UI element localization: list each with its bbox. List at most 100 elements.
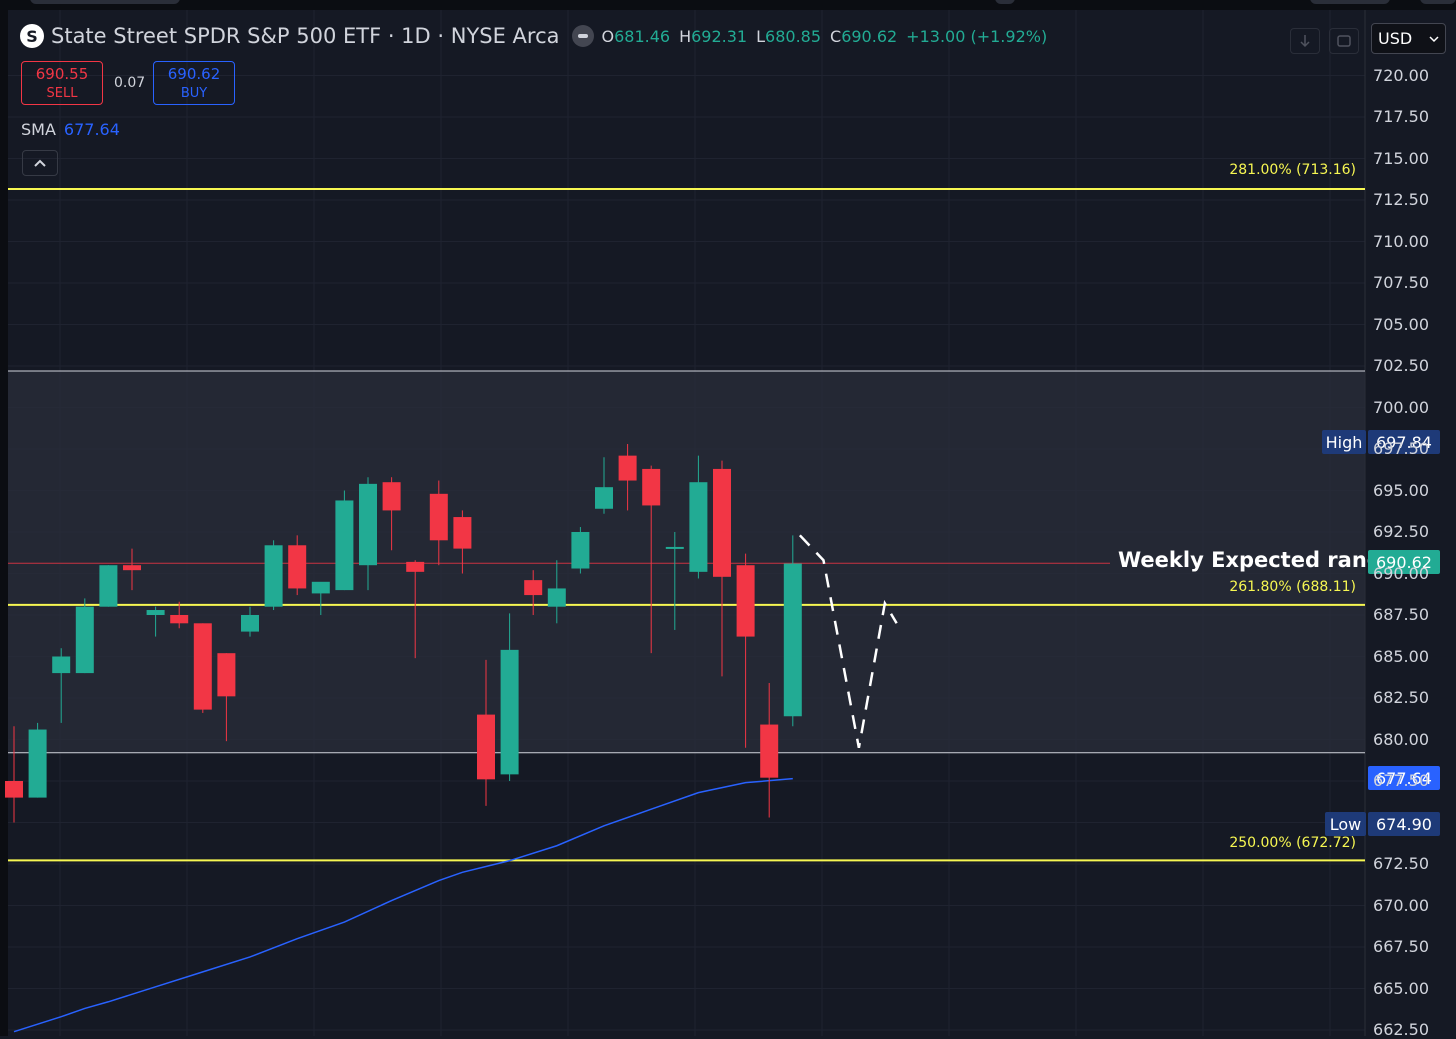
fullscreen-icon (1337, 35, 1351, 47)
symbol-logo-icon: S (20, 24, 44, 48)
candle-body (382, 482, 401, 511)
chevron-up-icon (34, 159, 46, 167)
buy-price: 690.62 (167, 65, 221, 83)
axis-tick-label: 682.50 (1373, 688, 1429, 707)
currency-value: USD (1378, 29, 1413, 48)
browser-tab[interactable] (30, 0, 180, 4)
candle-body (689, 482, 708, 572)
high-value: 692.31 (691, 26, 748, 46)
axis-tick-label: 685.00 (1373, 646, 1429, 666)
sell-price: 690.55 (35, 65, 89, 83)
fib-label-250: 250.00% (672.72) (1229, 835, 1356, 851)
high-key: H (679, 26, 692, 46)
high-tag-label: High (1322, 430, 1366, 454)
candle-body (760, 724, 779, 778)
axis-tick-label: 692.50 (1373, 522, 1429, 541)
candle-body (571, 532, 590, 569)
axis-tick-label: 712.50 (1373, 190, 1429, 209)
axis-tick-label: 677.50 (1373, 771, 1429, 790)
candle-body (28, 729, 47, 798)
axis-tick-label: 690.00 (1373, 563, 1429, 583)
browser-tab[interactable] (1310, 0, 1390, 4)
axis-tick-label: 720.00 (1373, 65, 1429, 85)
candle-body (5, 781, 23, 798)
candle-body (783, 563, 802, 717)
download-button[interactable] (1290, 28, 1320, 54)
symbol-title[interactable]: State Street SPDR S&P 500 ETF · 1D · NYS… (51, 24, 560, 48)
browser-tab-control[interactable] (995, 0, 1015, 4)
axis-tick-label: 707.50 (1373, 273, 1429, 292)
sell-label: SELL (46, 86, 78, 101)
high-tag-value: 697.84 (1368, 430, 1440, 454)
axis-tick-label: 672.50 (1373, 854, 1429, 873)
candle-body (500, 649, 519, 775)
candle-body (193, 623, 212, 710)
candle-body (241, 615, 259, 632)
sma-legend[interactable]: SMA 677.64 (21, 120, 120, 139)
axis-tick-label: 705.00 (1373, 314, 1429, 334)
fullscreen-button[interactable] (1329, 28, 1359, 54)
low-key: L (756, 26, 766, 46)
candle-body (170, 615, 189, 624)
close-key: C (830, 26, 842, 46)
last-price-tag: 690.62 (1368, 550, 1440, 574)
axis-tick-label: 700.00 (1373, 397, 1429, 417)
candle-body (524, 580, 543, 596)
sma-price-tag: 677.64 (1368, 766, 1440, 790)
candle-body (618, 455, 637, 481)
axis-tick-label: 702.50 (1373, 356, 1429, 375)
symbol-legend: S State Street SPDR S&P 500 ETF · 1D · N… (20, 24, 1047, 48)
currency-select[interactable]: USD (1371, 23, 1446, 54)
buy-button[interactable]: 690.62 BUY (153, 61, 235, 105)
sma-line (13, 777, 793, 1033)
candle-body (99, 565, 118, 607)
candle-body (736, 565, 755, 637)
candle-body (264, 545, 283, 607)
axis-tick-label: 680.00 (1373, 729, 1429, 749)
candle-body (146, 610, 165, 615)
sma-value: 677.64 (63, 120, 120, 139)
candle-body (547, 588, 566, 607)
candle-body (217, 653, 236, 697)
axis-tick-label: 665.00 (1373, 978, 1429, 998)
spread-value: 0.07 (114, 75, 146, 91)
left-border (0, 10, 8, 1036)
candle-body (123, 565, 141, 571)
ohlc-values: O681.46 H692.31 L680.85 C690.62 +13.00 (… (602, 27, 1048, 46)
axis-tick-label: 667.50 (1373, 937, 1429, 956)
chevron-down-icon (1429, 35, 1439, 42)
low-value: 680.85 (765, 26, 822, 46)
sma-name: SMA (21, 120, 56, 139)
sell-button[interactable]: 690.55 SELL (21, 61, 103, 105)
close-value: 690.62 (841, 26, 898, 46)
candle-body (335, 500, 354, 591)
fib-label-261: 261.80% (688.11) (1229, 579, 1356, 595)
candle-body (406, 561, 425, 572)
projection-path (798, 534, 898, 749)
change-value: +13.00 (+1.92%) (906, 26, 1048, 46)
collapse-legend-button[interactable] (22, 150, 58, 176)
candle-body (642, 468, 661, 506)
axis-tick-label: 697.50 (1373, 439, 1429, 458)
candle-body (665, 546, 684, 549)
axis-tick-label: 670.00 (1373, 895, 1429, 915)
axis-tick-label: 717.50 (1373, 107, 1429, 126)
candle-body (595, 487, 613, 509)
axis-tick-label: 710.00 (1373, 231, 1429, 251)
low-tag-label: Low (1325, 812, 1366, 836)
browser-tab[interactable] (1420, 0, 1456, 4)
candle-body (453, 517, 472, 549)
axis-tick-label: 662.50 (1373, 1020, 1429, 1039)
candle-body (311, 581, 330, 594)
candle-body (52, 656, 71, 674)
low-tag-value: 674.90 (1368, 812, 1440, 836)
symbol-menu-icon[interactable] (571, 25, 594, 47)
arrow-down-icon (1300, 35, 1310, 48)
window-top-strip (0, 0, 1456, 10)
candlestick-chart[interactable] (0, 10, 1456, 1036)
candle-body (288, 545, 307, 589)
candle-body (429, 493, 448, 541)
candle-body (713, 468, 731, 577)
axis-tick-label: 687.50 (1373, 605, 1429, 624)
fib-label-281: 281.00% (713.16) (1229, 162, 1356, 178)
